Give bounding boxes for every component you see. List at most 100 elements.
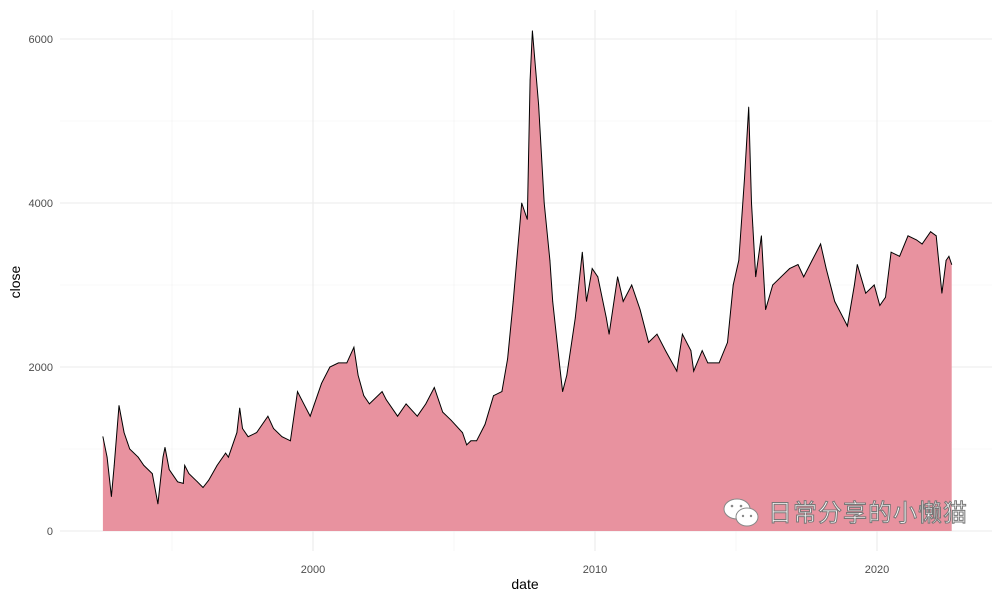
data-point	[760, 235, 762, 237]
data-point	[346, 362, 348, 364]
data-point	[941, 292, 943, 294]
y-axis-ticks: 0 2000 4000 6000	[29, 34, 53, 538]
data-point	[789, 268, 790, 269]
data-point	[559, 366, 561, 368]
data-point	[118, 405, 120, 406]
data-point	[405, 403, 407, 405]
data-point	[526, 219, 528, 220]
data-point	[143, 465, 145, 466]
data-point	[462, 432, 463, 433]
data-point	[885, 296, 886, 298]
x-axis-title: date	[511, 576, 538, 592]
data-point	[433, 387, 435, 388]
data-point	[110, 496, 112, 497]
wechat-icon	[723, 498, 759, 527]
data-point	[290, 440, 291, 442]
data-point	[693, 370, 695, 372]
data-point	[945, 260, 947, 261]
data-point	[188, 473, 190, 474]
data-point	[842, 317, 844, 319]
data-point	[935, 235, 937, 237]
data-point	[196, 481, 198, 483]
data-point	[562, 391, 563, 392]
data-point	[879, 305, 881, 306]
data-point	[321, 383, 322, 384]
x-tick-label: 2000	[301, 564, 325, 576]
data-point	[856, 264, 858, 265]
data-point	[825, 268, 827, 269]
data-point	[890, 251, 892, 253]
y-tick-label: 4000	[29, 198, 53, 210]
y-tick-label: 2000	[29, 362, 53, 374]
data-point	[772, 284, 774, 286]
data-point	[751, 202, 752, 204]
data-point	[701, 350, 703, 351]
data-point	[202, 487, 204, 488]
data-point	[385, 399, 387, 401]
data-point	[566, 374, 568, 376]
data-point	[873, 284, 875, 286]
data-point	[834, 301, 836, 302]
data-point	[301, 399, 303, 401]
data-point	[281, 436, 283, 438]
data-point	[803, 276, 805, 278]
data-point	[381, 391, 383, 392]
data-point	[521, 202, 523, 204]
data-point	[416, 415, 418, 417]
data-point	[820, 243, 821, 245]
data-point	[780, 276, 782, 278]
data-point	[586, 301, 587, 302]
data-points	[102, 30, 953, 505]
data-point	[951, 264, 953, 265]
data-point	[682, 333, 683, 335]
data-point	[744, 178, 745, 179]
data-point	[162, 456, 164, 458]
data-point	[168, 469, 170, 470]
data-point	[177, 481, 179, 483]
data-point	[228, 456, 229, 458]
data-point	[581, 251, 583, 253]
data-point	[605, 317, 607, 319]
data-point	[157, 503, 159, 505]
data-point	[549, 260, 551, 261]
data-point	[164, 446, 166, 448]
data-point	[137, 456, 139, 458]
data-point	[182, 483, 184, 484]
data-point	[267, 415, 269, 417]
data-point	[899, 255, 900, 257]
data-point	[648, 342, 649, 343]
data-point	[639, 309, 641, 310]
data-point	[765, 309, 767, 310]
data-point	[425, 403, 427, 405]
data-point	[608, 333, 610, 335]
data-point	[707, 362, 709, 364]
data-point	[617, 276, 618, 278]
watermark: 日常分享的小懒猫	[722, 496, 968, 530]
data-point	[507, 358, 508, 360]
data-point	[106, 456, 108, 458]
data-point	[690, 350, 692, 351]
data-point	[748, 106, 750, 108]
data-point	[297, 391, 298, 392]
data-point	[512, 301, 514, 302]
data-point	[529, 79, 531, 81]
data-point	[622, 301, 624, 302]
x-tick-label: 2010	[583, 564, 607, 576]
data-point	[797, 264, 799, 265]
data-point	[309, 415, 311, 417]
data-point	[256, 432, 257, 433]
data-point	[676, 370, 678, 372]
data-point	[397, 415, 398, 417]
data-point	[752, 227, 754, 229]
data-point	[665, 350, 666, 351]
data-point	[369, 403, 370, 405]
data-point	[738, 260, 740, 261]
data-point	[718, 362, 720, 364]
data-point	[865, 292, 867, 294]
data-point	[755, 276, 757, 278]
data-point	[501, 391, 503, 392]
data-point	[442, 411, 444, 413]
data-point	[239, 407, 241, 409]
data-point	[151, 473, 153, 474]
